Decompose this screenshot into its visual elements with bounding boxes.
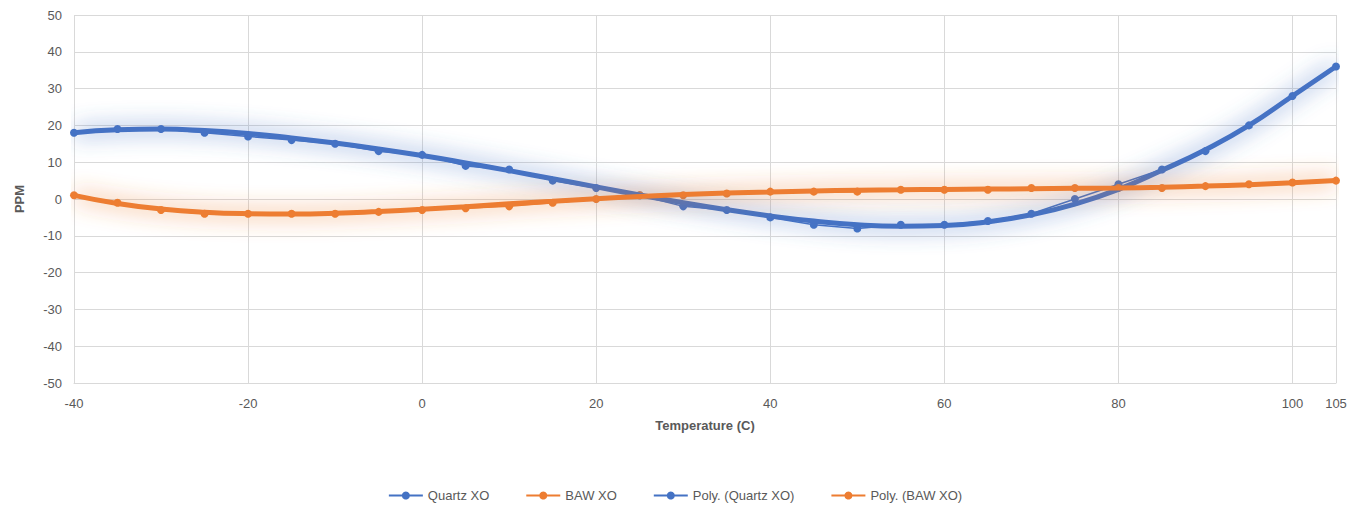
svg-text:-40: -40: [65, 396, 84, 411]
svg-text:Poly. (Quartz XO): Poly. (Quartz XO): [693, 488, 795, 503]
svg-text:Quartz XO: Quartz XO: [428, 488, 489, 503]
svg-text:20: 20: [48, 118, 62, 133]
svg-text:10: 10: [48, 155, 62, 170]
svg-text:105: 105: [1325, 396, 1347, 411]
svg-text:-20: -20: [239, 396, 258, 411]
svg-text:-20: -20: [43, 265, 62, 280]
svg-text:-30: -30: [43, 302, 62, 317]
svg-text:-10: -10: [43, 228, 62, 243]
svg-text:Temperature (C): Temperature (C): [655, 418, 754, 433]
svg-text:60: 60: [937, 396, 951, 411]
svg-text:0: 0: [55, 192, 62, 207]
svg-text:20: 20: [589, 396, 603, 411]
svg-text:-40: -40: [43, 339, 62, 354]
svg-text:80: 80: [1111, 396, 1125, 411]
svg-text:PPM: PPM: [12, 185, 27, 213]
svg-text:40: 40: [48, 44, 62, 59]
svg-text:-50: -50: [43, 376, 62, 391]
svg-text:50: 50: [48, 8, 62, 23]
svg-text:100: 100: [1282, 396, 1304, 411]
svg-text:BAW XO: BAW XO: [565, 488, 617, 503]
svg-text:0: 0: [419, 396, 426, 411]
svg-text:30: 30: [48, 81, 62, 96]
svg-text:Poly. (BAW XO): Poly. (BAW XO): [870, 488, 962, 503]
svg-text:40: 40: [763, 396, 777, 411]
